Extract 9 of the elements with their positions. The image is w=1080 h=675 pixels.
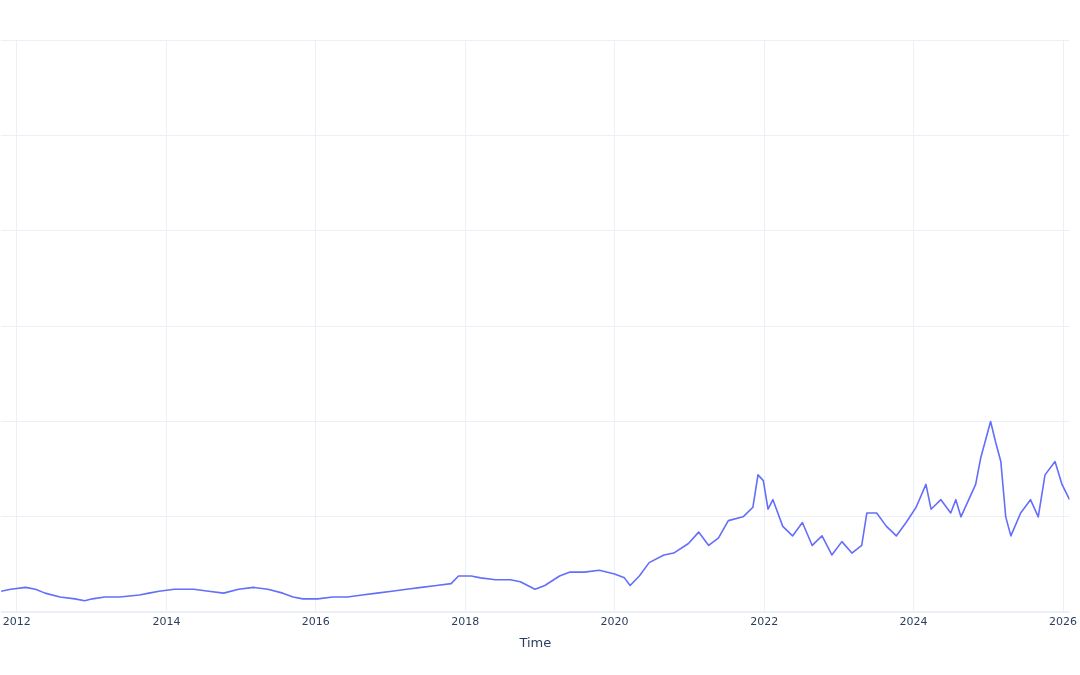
x-tick-label: 2018 xyxy=(451,614,480,628)
x-axis-title: Time xyxy=(518,634,552,650)
x-tick-label: 2022 xyxy=(750,614,779,628)
x-tick-label: 2026 xyxy=(1049,614,1078,628)
x-tick-label: 2014 xyxy=(152,614,181,628)
x-tick-label: 2012 xyxy=(2,614,31,628)
x-tick-label: 2020 xyxy=(600,614,629,628)
x-tick-label: 2016 xyxy=(301,614,330,628)
x-tick-label: 2024 xyxy=(899,614,928,628)
